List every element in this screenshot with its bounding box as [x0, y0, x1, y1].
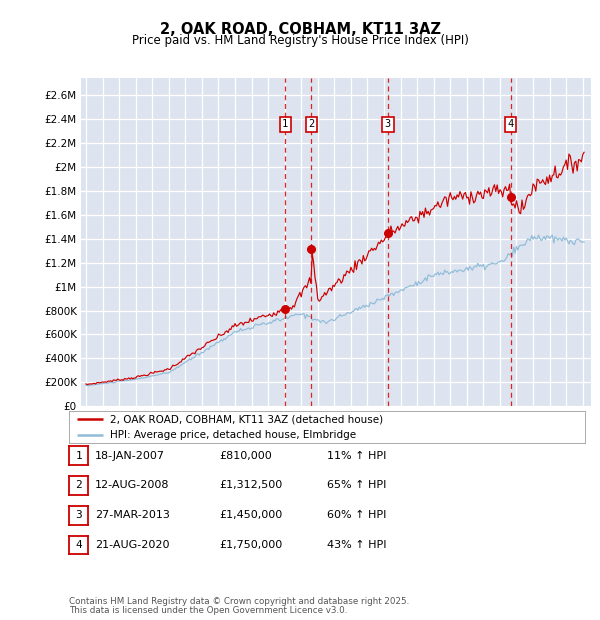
- Text: 2, OAK ROAD, COBHAM, KT11 3AZ (detached house): 2, OAK ROAD, COBHAM, KT11 3AZ (detached …: [110, 414, 383, 425]
- Text: Contains HM Land Registry data © Crown copyright and database right 2025.: Contains HM Land Registry data © Crown c…: [69, 597, 409, 606]
- Text: 43% ↑ HPI: 43% ↑ HPI: [327, 540, 386, 550]
- Text: £1,312,500: £1,312,500: [219, 480, 282, 490]
- Text: HPI: Average price, detached house, Elmbridge: HPI: Average price, detached house, Elmb…: [110, 430, 356, 440]
- Text: 3: 3: [385, 119, 391, 129]
- Text: 2: 2: [75, 480, 82, 490]
- Text: 2, OAK ROAD, COBHAM, KT11 3AZ: 2, OAK ROAD, COBHAM, KT11 3AZ: [160, 22, 440, 37]
- Text: 4: 4: [508, 119, 514, 129]
- Text: This data is licensed under the Open Government Licence v3.0.: This data is licensed under the Open Gov…: [69, 606, 347, 615]
- Text: 65% ↑ HPI: 65% ↑ HPI: [327, 480, 386, 490]
- Text: £810,000: £810,000: [219, 451, 272, 461]
- Text: Price paid vs. HM Land Registry's House Price Index (HPI): Price paid vs. HM Land Registry's House …: [131, 34, 469, 47]
- Text: 1: 1: [75, 451, 82, 461]
- Text: 11% ↑ HPI: 11% ↑ HPI: [327, 451, 386, 461]
- Text: 21-AUG-2020: 21-AUG-2020: [95, 540, 169, 550]
- Text: 60% ↑ HPI: 60% ↑ HPI: [327, 510, 386, 520]
- Text: £1,450,000: £1,450,000: [219, 510, 282, 520]
- Text: 3: 3: [75, 510, 82, 520]
- Text: £1,750,000: £1,750,000: [219, 540, 282, 550]
- Text: 4: 4: [75, 540, 82, 550]
- Text: 18-JAN-2007: 18-JAN-2007: [95, 451, 165, 461]
- Text: 2: 2: [308, 119, 314, 129]
- Text: 12-AUG-2008: 12-AUG-2008: [95, 480, 169, 490]
- Text: 1: 1: [282, 119, 289, 129]
- Text: 27-MAR-2013: 27-MAR-2013: [95, 510, 170, 520]
